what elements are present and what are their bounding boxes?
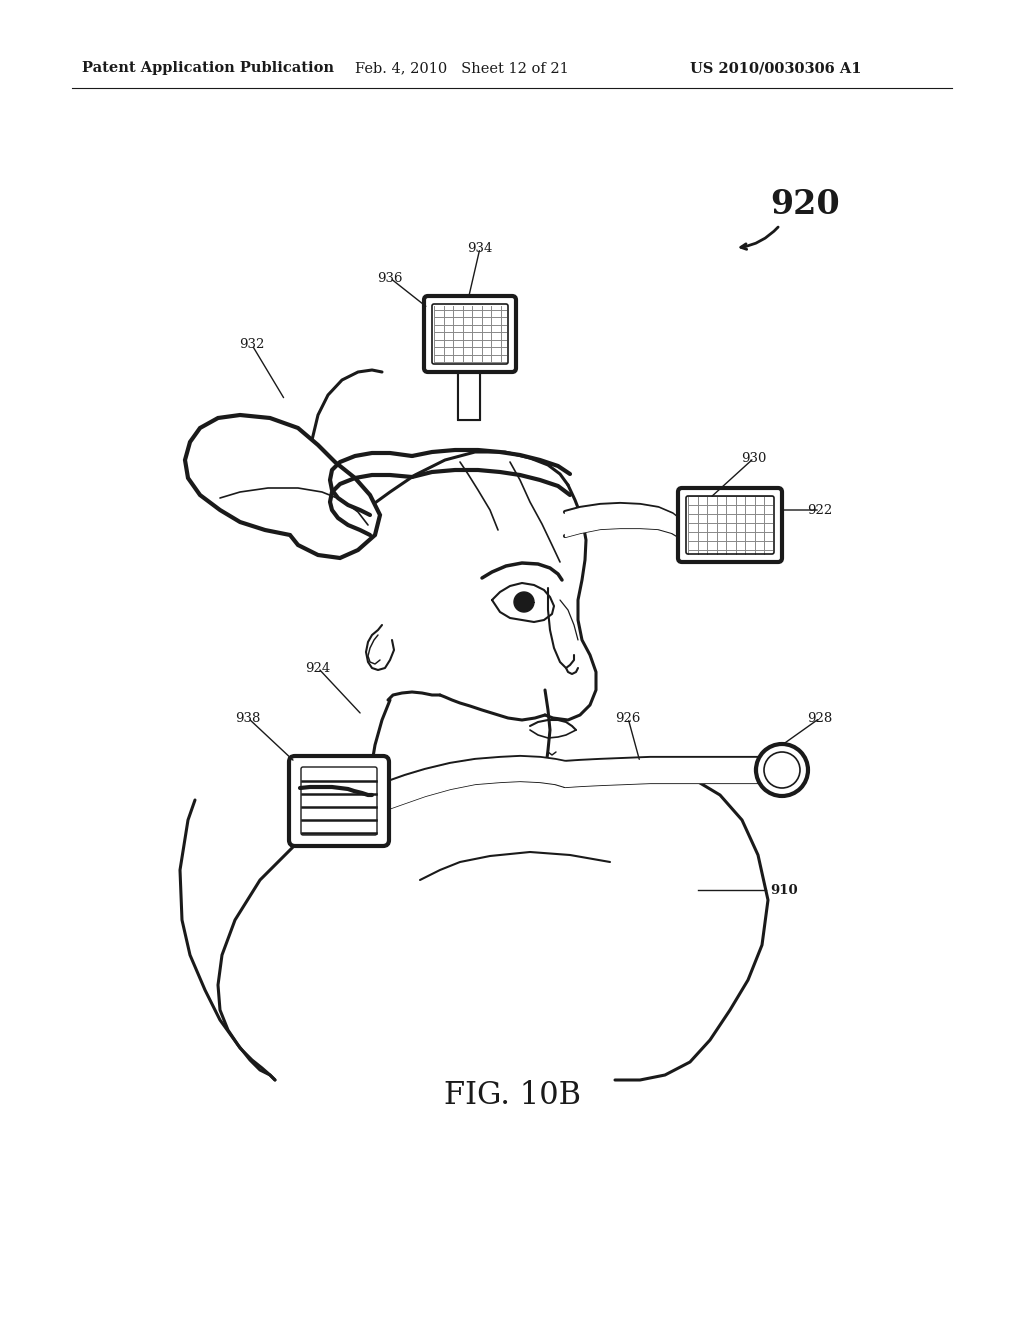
- Text: 926: 926: [615, 711, 641, 725]
- FancyBboxPatch shape: [424, 296, 516, 372]
- Text: 934: 934: [467, 242, 493, 255]
- Text: Patent Application Publication: Patent Application Publication: [82, 61, 334, 75]
- Circle shape: [514, 591, 534, 612]
- Text: 922: 922: [807, 503, 833, 516]
- Text: 930: 930: [741, 451, 767, 465]
- Text: FIG. 10B: FIG. 10B: [443, 1080, 581, 1110]
- FancyBboxPatch shape: [678, 488, 782, 562]
- Polygon shape: [185, 414, 380, 558]
- Text: 924: 924: [305, 661, 331, 675]
- Polygon shape: [458, 368, 480, 420]
- Circle shape: [756, 744, 808, 796]
- Text: Feb. 4, 2010   Sheet 12 of 21: Feb. 4, 2010 Sheet 12 of 21: [355, 61, 568, 75]
- Text: 928: 928: [807, 711, 833, 725]
- Text: 932: 932: [240, 338, 264, 351]
- Text: 936: 936: [377, 272, 402, 285]
- Text: US 2010/0030306 A1: US 2010/0030306 A1: [690, 61, 861, 75]
- Text: 920: 920: [770, 189, 840, 222]
- Text: 910: 910: [770, 883, 798, 896]
- Text: 938: 938: [236, 711, 261, 725]
- FancyBboxPatch shape: [289, 756, 389, 846]
